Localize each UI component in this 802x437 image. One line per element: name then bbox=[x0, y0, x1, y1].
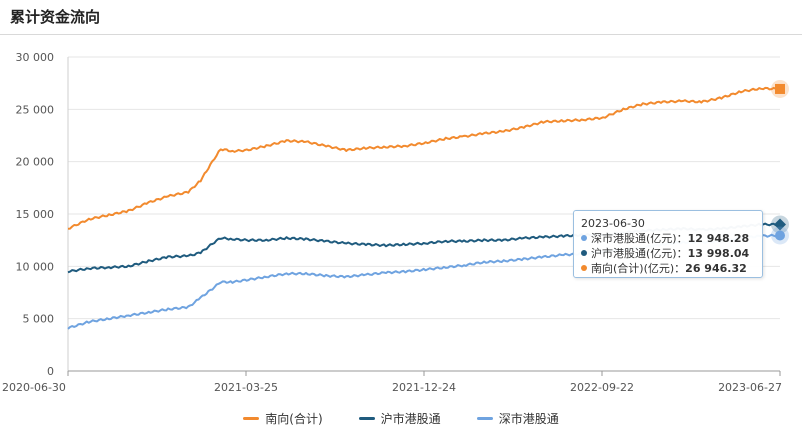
legend-item-south[interactable]: 南向(合计) bbox=[243, 410, 323, 427]
series-lines bbox=[67, 86, 781, 330]
tooltip-label-sh: 沪市港股通(亿元)： bbox=[591, 247, 688, 260]
marker-dot-sz-connect[interactable] bbox=[775, 230, 785, 241]
marker-diamond-sh-connect[interactable] bbox=[774, 218, 786, 231]
x-tick-label: 2021-12-24 bbox=[392, 381, 456, 394]
tooltip-date: 2023-06-30 bbox=[581, 217, 645, 230]
y-tick-label: 25 000 bbox=[16, 103, 55, 116]
chart-legend: 南向(合计) 沪市港股通 深市港股通 bbox=[0, 410, 802, 427]
tooltip-dot-sz bbox=[581, 235, 587, 241]
tooltip-row-sh: 沪市港股通(亿元)：13 998.04 bbox=[581, 246, 755, 261]
title-divider bbox=[0, 34, 802, 35]
tooltip-label-south: 南向(合计)(亿元)： bbox=[591, 262, 686, 275]
y-tick-label: 15 000 bbox=[16, 208, 55, 221]
x-tick-label: 2022-09-22 bbox=[570, 381, 634, 394]
end-markers[interactable] bbox=[771, 79, 789, 245]
hover-tooltip: 2023-06-30 深市港股通(亿元)：12 948.28 沪市港股通(亿元)… bbox=[573, 210, 763, 278]
tooltip-label-sz: 深市港股通(亿元)： bbox=[591, 232, 688, 245]
tooltip-value-sh: 13 998.04 bbox=[687, 247, 750, 260]
x-tick-label: 2023-06-27 bbox=[718, 381, 782, 394]
x-tick-label: 2021-03-25 bbox=[214, 381, 278, 394]
y-axis: 0 5 000 10 000 15 000 20 000 25 000 30 000 bbox=[16, 51, 55, 378]
legend-swatch-sz bbox=[476, 417, 493, 420]
legend-label-sh: 沪市港股通 bbox=[380, 412, 441, 426]
tooltip-value-sz: 12 948.28 bbox=[687, 232, 750, 245]
tooltip-dot-south bbox=[581, 265, 587, 271]
page-title: 累计资金流向 bbox=[10, 8, 101, 26]
y-tick-label: 20 000 bbox=[16, 156, 55, 169]
tooltip-dot-sh bbox=[581, 250, 587, 256]
legend-label-south: 南向(合计) bbox=[265, 412, 323, 426]
y-tick-label: 10 000 bbox=[16, 260, 55, 273]
legend-label-sz: 深市港股通 bbox=[498, 412, 559, 426]
y-tick-label: 30 000 bbox=[16, 51, 55, 64]
series-line-south-total bbox=[67, 86, 781, 230]
legend-swatch-sh bbox=[358, 417, 375, 420]
x-tick-label: 2020-06-30 bbox=[2, 381, 66, 394]
tooltip-row-sz: 深市港股通(亿元)：12 948.28 bbox=[581, 231, 755, 246]
legend-item-sz[interactable]: 深市港股通 bbox=[476, 410, 559, 427]
marker-square-south-total[interactable] bbox=[775, 83, 785, 94]
legend-item-sh[interactable]: 沪市港股通 bbox=[358, 410, 441, 427]
y-tick-label: 5 000 bbox=[23, 313, 55, 326]
legend-swatch-south bbox=[243, 417, 260, 420]
y-tick-label: 0 bbox=[47, 365, 54, 378]
tooltip-row-south: 南向(合计)(亿元)：26 946.32 bbox=[581, 261, 755, 276]
x-axis: 2020-06-30 2021-03-25 2021-12-24 2022-09-22… bbox=[2, 57, 782, 394]
tooltip-value-south: 26 946.32 bbox=[685, 262, 747, 275]
